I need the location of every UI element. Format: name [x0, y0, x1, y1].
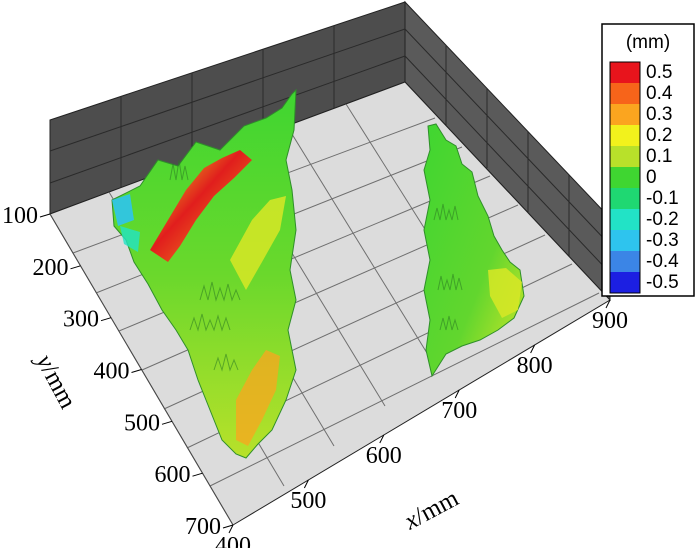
- surface-right-yellow-patch: [488, 268, 522, 318]
- colorbar: (mm) 0.50.40.30.20.10-0.1-0.2-0.3-0.4-0.…: [601, 23, 695, 297]
- colorbar-swatch-4: [610, 146, 640, 167]
- colorbar-label-1: 0.4: [646, 83, 673, 104]
- colorbar-label-10: -0.5: [646, 272, 679, 293]
- y-axis-label: y/mm: [29, 347, 81, 413]
- colorbar-swatch-9: [610, 251, 640, 272]
- x-tick-label-3: 700: [441, 398, 477, 424]
- x-tick-4: [530, 344, 536, 354]
- colorbar-swatch-outline: [609, 61, 641, 294]
- y-tick-4: [161, 420, 173, 425]
- y-tick-label-2: 300: [63, 307, 99, 333]
- x-tick-label-5: 900: [592, 308, 628, 334]
- y-tick-label-6: 700: [185, 514, 221, 540]
- surface-left-cyan-patch: [120, 226, 140, 252]
- colorbar-swatch-8: [610, 230, 640, 251]
- y-tick-2: [100, 317, 112, 322]
- colorbar-swatch-6: [610, 188, 640, 209]
- colorbar-swatch-1: [610, 83, 640, 104]
- colorbar-label-9: -0.4: [646, 251, 679, 272]
- y-axis-label-unit: /mm: [36, 360, 82, 414]
- surface-region-left: [111, 88, 297, 459]
- surface-left-orange-foot: [236, 350, 280, 446]
- x-tick-2: [379, 434, 385, 444]
- colorbar-label-7: -0.2: [646, 209, 679, 230]
- colorbar-swatch-7: [610, 209, 640, 230]
- colorbar-unit: (mm): [626, 32, 670, 53]
- surface-region-right: [423, 123, 525, 378]
- colorbar-label-2: 0.3: [646, 104, 672, 125]
- x-tick-label-4: 800: [517, 353, 553, 379]
- x-axis-label-unit: /mm: [410, 484, 464, 530]
- colorbar-label-0: 0.5: [646, 62, 672, 83]
- surface-right-body: [423, 123, 525, 378]
- x-tick-3: [454, 389, 460, 399]
- y-tick-label-1: 200: [33, 255, 69, 281]
- back-walls: [49, 0, 611, 302]
- surface-left-ridge: [150, 150, 252, 262]
- colorbar-swatch-2: [610, 104, 640, 125]
- colorbar-label-3: 0.2: [646, 125, 672, 146]
- y-tick-label-0: 100: [2, 203, 38, 229]
- y-tick-label-4: 500: [124, 410, 160, 436]
- colorbar-swatch-3: [610, 125, 640, 146]
- x-tick-5: [605, 299, 611, 309]
- x-tick-labels: 400 500 600 700 800 900: [215, 308, 628, 548]
- colorbar-label-6: -0.1: [646, 188, 679, 209]
- surface-left-blue-edge: [112, 194, 134, 226]
- colorbar-label-8: -0.3: [646, 230, 679, 251]
- y-tick-label-5: 600: [155, 462, 191, 488]
- x-tick-label-1: 500: [290, 488, 326, 514]
- x-tick-label-0: 400: [215, 533, 251, 548]
- surface-left-yellow-band: [230, 196, 286, 290]
- y-tick-0: [39, 213, 51, 218]
- colorbar-label-4: 0.1: [646, 146, 672, 167]
- colorbar-swatches: [609, 61, 641, 294]
- y-tick-5: [192, 472, 203, 477]
- colorbar-label-5: 0: [646, 167, 657, 188]
- y-tick-label-3: 400: [94, 359, 130, 385]
- x-axis: 400 500 600 700 800 900: [215, 299, 628, 548]
- y-ticks: [39, 213, 234, 529]
- x-axis-label: x/mm: [399, 484, 463, 535]
- colorbar-swatch-10: [610, 272, 640, 293]
- y-axis: 100 200 300 400 500 600 700: [2, 203, 234, 540]
- surface-left-body: [111, 88, 297, 459]
- colorbar-swatch-0: [610, 62, 640, 83]
- x-tick-0: [228, 524, 234, 534]
- colorbar-labels: 0.50.40.30.20.10-0.1-0.2-0.3-0.4-0.5: [646, 62, 679, 293]
- y-tick-6: [222, 524, 234, 529]
- colorbar-swatch-5: [610, 167, 640, 188]
- y-tick-labels: 100 200 300 400 500 600 700: [2, 203, 221, 540]
- y-tick-3: [131, 369, 142, 373]
- x-tick-1: [303, 479, 309, 489]
- surface-right-spikes: [433, 203, 463, 331]
- y-tick-1: [70, 265, 81, 270]
- x-tick-label-2: 600: [366, 443, 402, 469]
- back-wall-grid: [49, 26, 611, 274]
- x-ticks: [228, 299, 611, 534]
- surface-left-spikes: [169, 159, 241, 372]
